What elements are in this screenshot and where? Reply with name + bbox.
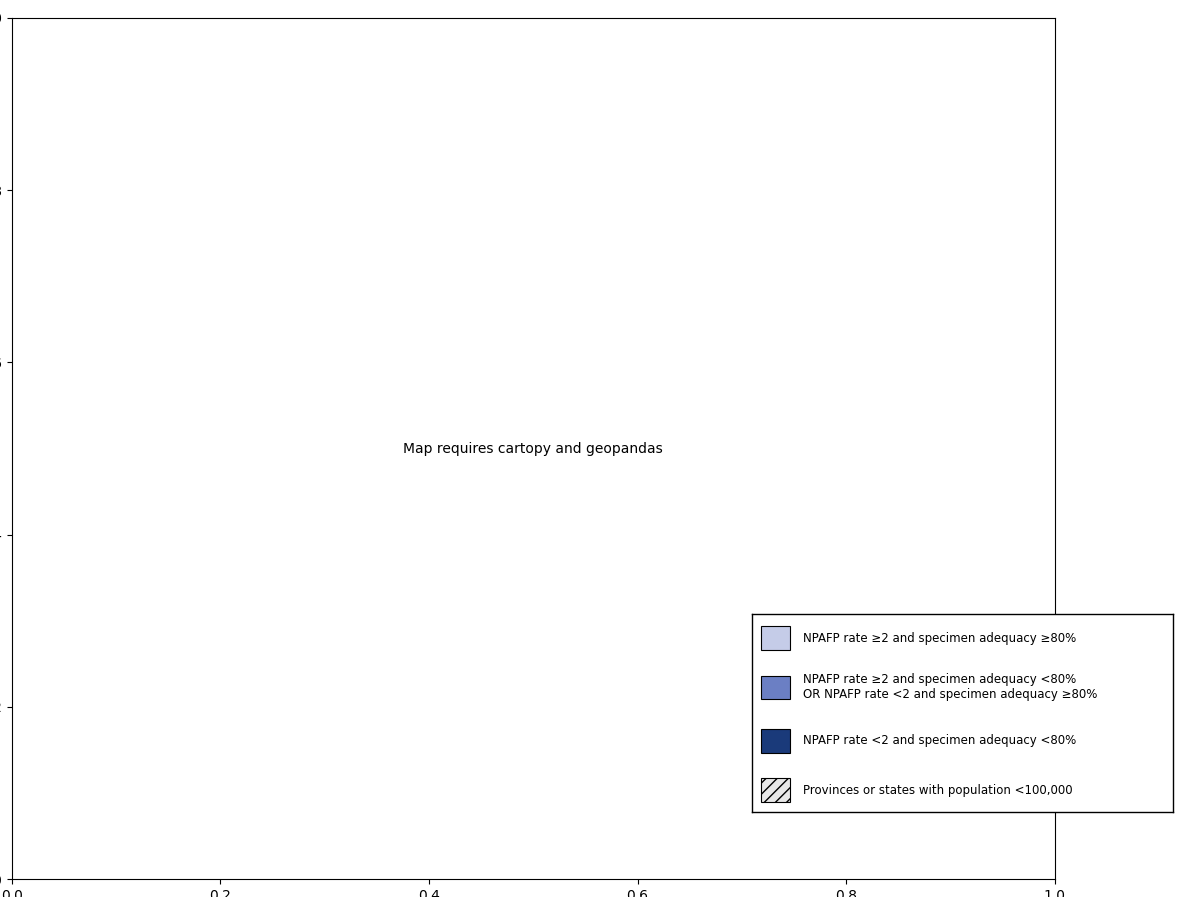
Text: Provinces or states with population <100,000: Provinces or states with population <100… bbox=[803, 784, 1072, 797]
Text: NPAFP rate ≥2 and specimen adequacy ≥80%: NPAFP rate ≥2 and specimen adequacy ≥80% bbox=[803, 631, 1076, 645]
FancyBboxPatch shape bbox=[761, 675, 790, 700]
FancyBboxPatch shape bbox=[761, 626, 790, 650]
Text: NPAFP rate <2 and specimen adequacy <80%: NPAFP rate <2 and specimen adequacy <80% bbox=[803, 735, 1076, 747]
Text: NPAFP rate ≥2 and specimen adequacy <80%
OR NPAFP rate <2 and specimen adequacy : NPAFP rate ≥2 and specimen adequacy <80%… bbox=[803, 674, 1097, 701]
FancyBboxPatch shape bbox=[761, 729, 790, 753]
FancyBboxPatch shape bbox=[761, 779, 790, 802]
Text: Map requires cartopy and geopandas: Map requires cartopy and geopandas bbox=[403, 441, 664, 456]
